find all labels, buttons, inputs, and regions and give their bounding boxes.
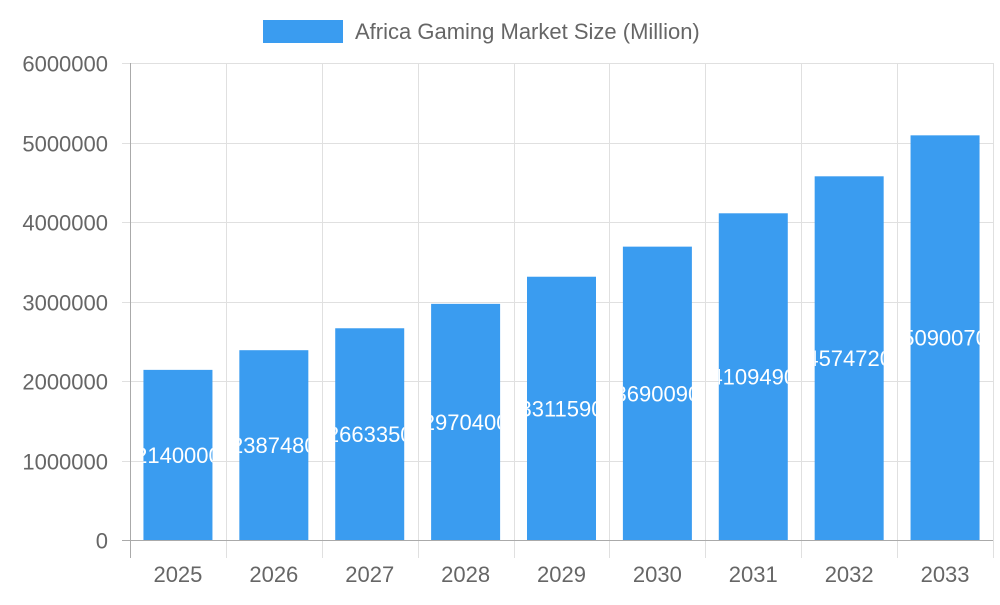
axes: 0 1000000 2000000 3000000 4000000 5000000 6000… <box>22 52 993 587</box>
bar <box>814 176 884 540</box>
legend[interactable]: Africa Gaming Market Size (Million) <box>263 19 700 44</box>
y-tick-label: 4000000 <box>22 211 108 236</box>
x-tick-label: 2026 <box>249 562 298 587</box>
grid <box>122 63 994 558</box>
data-label: 2663350 <box>327 422 413 447</box>
data-label: 2387480 <box>231 433 317 458</box>
bar <box>143 369 213 540</box>
legend-swatch <box>263 20 343 43</box>
y-tick-label: 1000000 <box>22 450 108 475</box>
legend-label: Africa Gaming Market Size (Million) <box>355 19 700 44</box>
y-tick-label: 2000000 <box>22 370 108 395</box>
x-tick-label: 2032 <box>825 562 874 587</box>
bar <box>239 350 309 540</box>
bar <box>527 276 596 540</box>
y-tick-label: 0 <box>96 529 108 554</box>
x-tick-label: 2029 <box>537 562 586 587</box>
x-tick-label: 2027 <box>345 562 394 587</box>
bar <box>910 135 980 541</box>
data-label: 5090070 <box>902 326 988 351</box>
y-tick-label: 3000000 <box>22 291 108 316</box>
y-tick-label: 5000000 <box>22 132 108 157</box>
bar <box>622 246 692 540</box>
data-label: 4574720 <box>806 346 892 371</box>
data-label: 3690090 <box>615 381 701 406</box>
x-tick-label: 2031 <box>729 562 778 587</box>
bars: 2140000 2387480 2663350 2970400 3311590 36900… <box>135 135 988 541</box>
x-tick-label: 2028 <box>441 562 490 587</box>
data-label: 2140000 <box>135 443 221 468</box>
bar <box>431 303 501 540</box>
x-tick-label: 2025 <box>153 562 202 587</box>
bar <box>718 213 788 541</box>
data-label: 3311590 <box>519 396 603 421</box>
x-tick-label: 2033 <box>921 562 970 587</box>
y-tick-label: 6000000 <box>22 52 108 77</box>
data-label: 2970400 <box>423 410 509 435</box>
data-label: 4109490 <box>710 365 796 390</box>
bar <box>335 328 405 540</box>
x-tick-label: 2030 <box>633 562 682 587</box>
